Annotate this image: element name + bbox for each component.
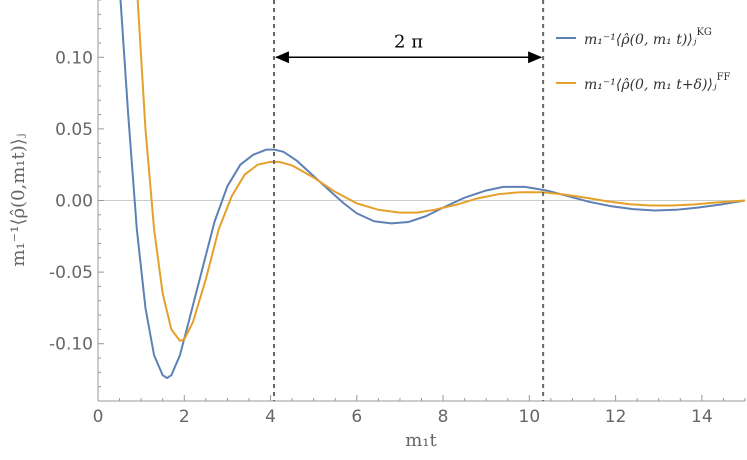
y-tick-label: 0.10 xyxy=(55,48,93,68)
y-tick-label: -0.05 xyxy=(49,263,93,283)
y-tick-label: 0.00 xyxy=(55,192,93,212)
x-tick-label: 10 xyxy=(519,407,541,427)
x-tick-label: 8 xyxy=(438,407,449,427)
axes-frame: 0 2 4 6 8 10 12 14 -0.10 -0.05 0.00 0.05 0.10 xyxy=(49,0,746,427)
legend-label: m₁⁻¹⟨ρ̂(0, m₁ t+δ)⟩ⱼFF xyxy=(584,72,731,93)
y-tick-label: 0.05 xyxy=(55,120,93,140)
x-tick-label: 2 xyxy=(179,407,190,427)
series-line-kg xyxy=(119,0,745,380)
legend-superscript: FF xyxy=(717,72,731,83)
x-tick-label: 0 xyxy=(93,407,104,427)
legend: m₁⁻¹⟨ρ̂(0, m₁ t)⟩ⱼKG m₁⁻¹⟨ρ̂(0, m₁ t+δ)⟩ⱼ… xyxy=(556,27,731,93)
legend-text: m₁⁻¹⟨ρ̂(0, m₁ t+δ)⟩ⱼ xyxy=(584,77,717,93)
y-tick-label: -0.10 xyxy=(49,335,93,355)
x-tick-label: 4 xyxy=(265,407,276,427)
x-tick-label: 6 xyxy=(351,407,362,427)
annotations: 2 π xyxy=(272,0,545,401)
x-tick-label: 14 xyxy=(691,407,713,427)
legend-text: m₁⁻¹⟨ρ̂(0, m₁ t)⟩ⱼ xyxy=(584,32,697,48)
x-axis-label: m₁t xyxy=(405,430,437,451)
x-tick-label: 12 xyxy=(605,407,627,427)
y-axis-label: m₁⁻¹⟨ρ̂(0,m₁t)⟩ⱼ xyxy=(8,133,29,266)
legend-superscript: KG xyxy=(696,27,711,38)
series-line-ff xyxy=(136,0,745,342)
legend-label: m₁⁻¹⟨ρ̂(0, m₁ t)⟩ⱼKG xyxy=(584,27,712,48)
period-label: 2 π xyxy=(394,31,423,52)
plot-series xyxy=(119,0,745,380)
